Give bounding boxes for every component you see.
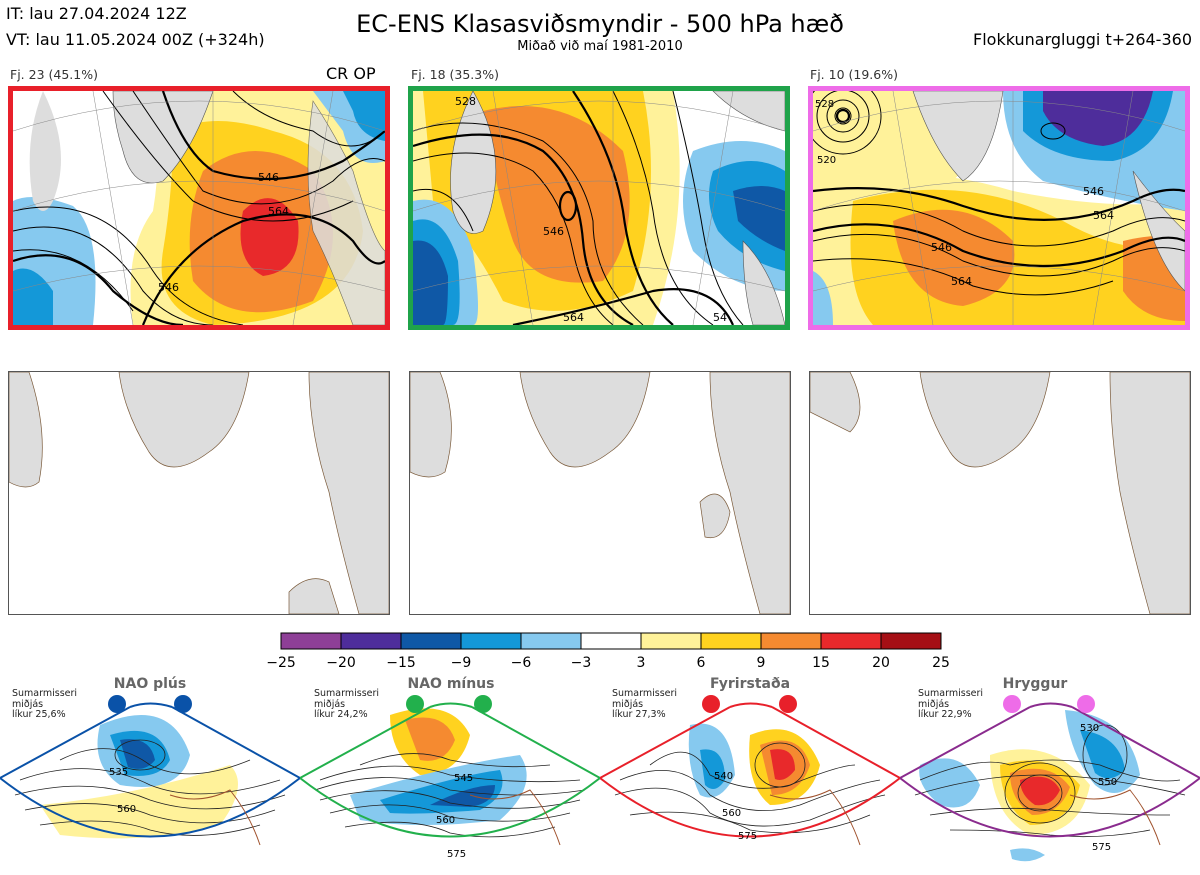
- base-map-2: [409, 371, 791, 615]
- colorbar-tick-label: −3: [570, 655, 592, 671]
- regime-contour-label: 560: [117, 804, 136, 815]
- regime-probability: líkur 25,6%: [12, 709, 66, 720]
- cluster-3-contour-label: 520: [817, 155, 836, 166]
- regime-contour-label: 560: [722, 808, 741, 819]
- cluster-3-contour-label: 528: [815, 99, 834, 110]
- regime-contour-label: 530: [1080, 723, 1099, 734]
- colorbar-tick-label: 20: [872, 655, 890, 671]
- base-map-3: [809, 371, 1191, 615]
- regime-season: Sumarmisseri: [918, 688, 984, 699]
- regime-nao-minus-info: Sumarmisseri miðjás líkur 24,2%: [314, 688, 380, 721]
- regime-season: Sumarmisseri: [12, 688, 78, 699]
- colorbar-segment: [280, 632, 342, 650]
- colorbar-tick-label: −6: [510, 655, 532, 671]
- valid-time: VT: lau 11.05.2024 00Z (+324h): [6, 30, 265, 49]
- cluster-1-contour-label: 546: [158, 281, 179, 294]
- cluster-1-contour-label: 546: [258, 171, 279, 184]
- colorbar-segment: [580, 632, 642, 650]
- colorbar-segment: [400, 632, 462, 650]
- colorbar-segment: [640, 632, 702, 650]
- regime-contour-label: 545: [454, 773, 473, 784]
- base-map-1: [8, 371, 390, 615]
- regime-blocking[interactable]: 540 560 575: [599, 655, 901, 871]
- regime-nao-minus-title: NAO mínus: [407, 676, 495, 692]
- cluster-2-map[interactable]: 528 546 564 54: [408, 86, 790, 330]
- cluster-3-contour-label: 546: [1083, 185, 1104, 198]
- page-title: EC-ENS Klasasviðsmyndir - 500 hPa hæð: [356, 10, 844, 38]
- colorbar-tick-label: −9: [450, 655, 472, 671]
- regime-probability: líkur 22,9%: [918, 709, 972, 720]
- cluster-2-contour-label: 528: [455, 95, 476, 108]
- colorbar-tick-label: −15: [386, 655, 416, 671]
- colorbar-tick-label: 6: [696, 655, 706, 671]
- regime-ridge[interactable]: 530 550 575: [899, 655, 1200, 871]
- regime-type: miðjás: [12, 698, 44, 710]
- page-subtitle: Miðað við maí 1981-2010: [517, 39, 683, 54]
- regime-nao-minus[interactable]: 545 560 575: [299, 655, 601, 871]
- regime-contour-label: 535: [109, 767, 128, 778]
- regime-ridge-title: Hryggur: [1002, 676, 1068, 692]
- colorbar: [280, 632, 944, 654]
- colorbar-tick-label: −20: [326, 655, 356, 671]
- init-time: IT: lau 27.04.2024 12Z: [6, 4, 187, 23]
- colorbar-tick-label: 3: [636, 655, 646, 671]
- regime-type: miðjás: [918, 698, 950, 710]
- regime-nao-plus-info: Sumarmisseri miðjás líkur 25,6%: [12, 688, 78, 721]
- regime-probability: líkur 24,2%: [314, 709, 368, 720]
- colorbar-segment: [460, 632, 522, 650]
- colorbar-tick-label: 15: [812, 655, 830, 671]
- cluster-1-map[interactable]: 546 564 546: [8, 86, 390, 330]
- cluster-1-contour-label: 564: [268, 205, 289, 218]
- cluster-1-tag: CR OP: [326, 64, 376, 83]
- regime-contour-label: 560: [436, 815, 455, 826]
- regime-ridge-info: Sumarmisseri miðjás líkur 22,9%: [918, 688, 984, 721]
- regime-nao-plus[interactable]: 535 560: [0, 655, 301, 871]
- colorbar-segment: [760, 632, 822, 650]
- colorbar-tick-label: 25: [932, 655, 950, 671]
- cluster-3-contour-label: 564: [1093, 209, 1114, 222]
- colorbar-segment: [340, 632, 402, 650]
- cluster-3-map[interactable]: 528 520 546 564 546 564: [808, 86, 1190, 330]
- cluster-3-contour-label: 564: [951, 275, 972, 288]
- regime-season: Sumarmisseri: [612, 688, 678, 699]
- regime-blocking-title: Fyrirstaða: [709, 676, 791, 692]
- regime-season: Sumarmisseri: [314, 688, 380, 699]
- cluster-2-contour-label: 546: [543, 225, 564, 238]
- cluster-2-contour-label: 564: [563, 311, 584, 324]
- colorbar-segment: [820, 632, 882, 650]
- regime-probability: líkur 27,3%: [612, 709, 666, 720]
- regime-type: miðjás: [314, 698, 346, 710]
- regime-contour-label: 540: [714, 771, 733, 782]
- colorbar-tick-label: 9: [756, 655, 766, 671]
- regime-contour-label: 550: [1098, 777, 1117, 788]
- cluster-3-label: Fj. 10 (19.6%): [810, 67, 898, 82]
- regime-contour-label: 575: [738, 831, 757, 842]
- regime-type: miðjás: [612, 698, 644, 710]
- regime-contour-label: 575: [1092, 842, 1111, 853]
- cluster-2-contour-label: 54: [713, 311, 727, 324]
- colorbar-segment: [700, 632, 762, 650]
- regime-contour-label: 575: [447, 849, 466, 860]
- regime-blocking-info: Sumarmisseri miðjás líkur 27,3%: [612, 688, 678, 721]
- regime-nao-plus-title: NAO plús: [113, 676, 187, 692]
- cluster-1-label: Fj. 23 (45.1%): [10, 67, 98, 82]
- cluster-window: Flokkunargluggi t+264-360: [973, 30, 1192, 49]
- cluster-2-label: Fj. 18 (35.3%): [411, 67, 499, 82]
- colorbar-tick-label: −25: [266, 655, 296, 671]
- colorbar-segment: [880, 632, 942, 650]
- cluster-3-contour-label: 546: [931, 241, 952, 254]
- colorbar-segment: [520, 632, 582, 650]
